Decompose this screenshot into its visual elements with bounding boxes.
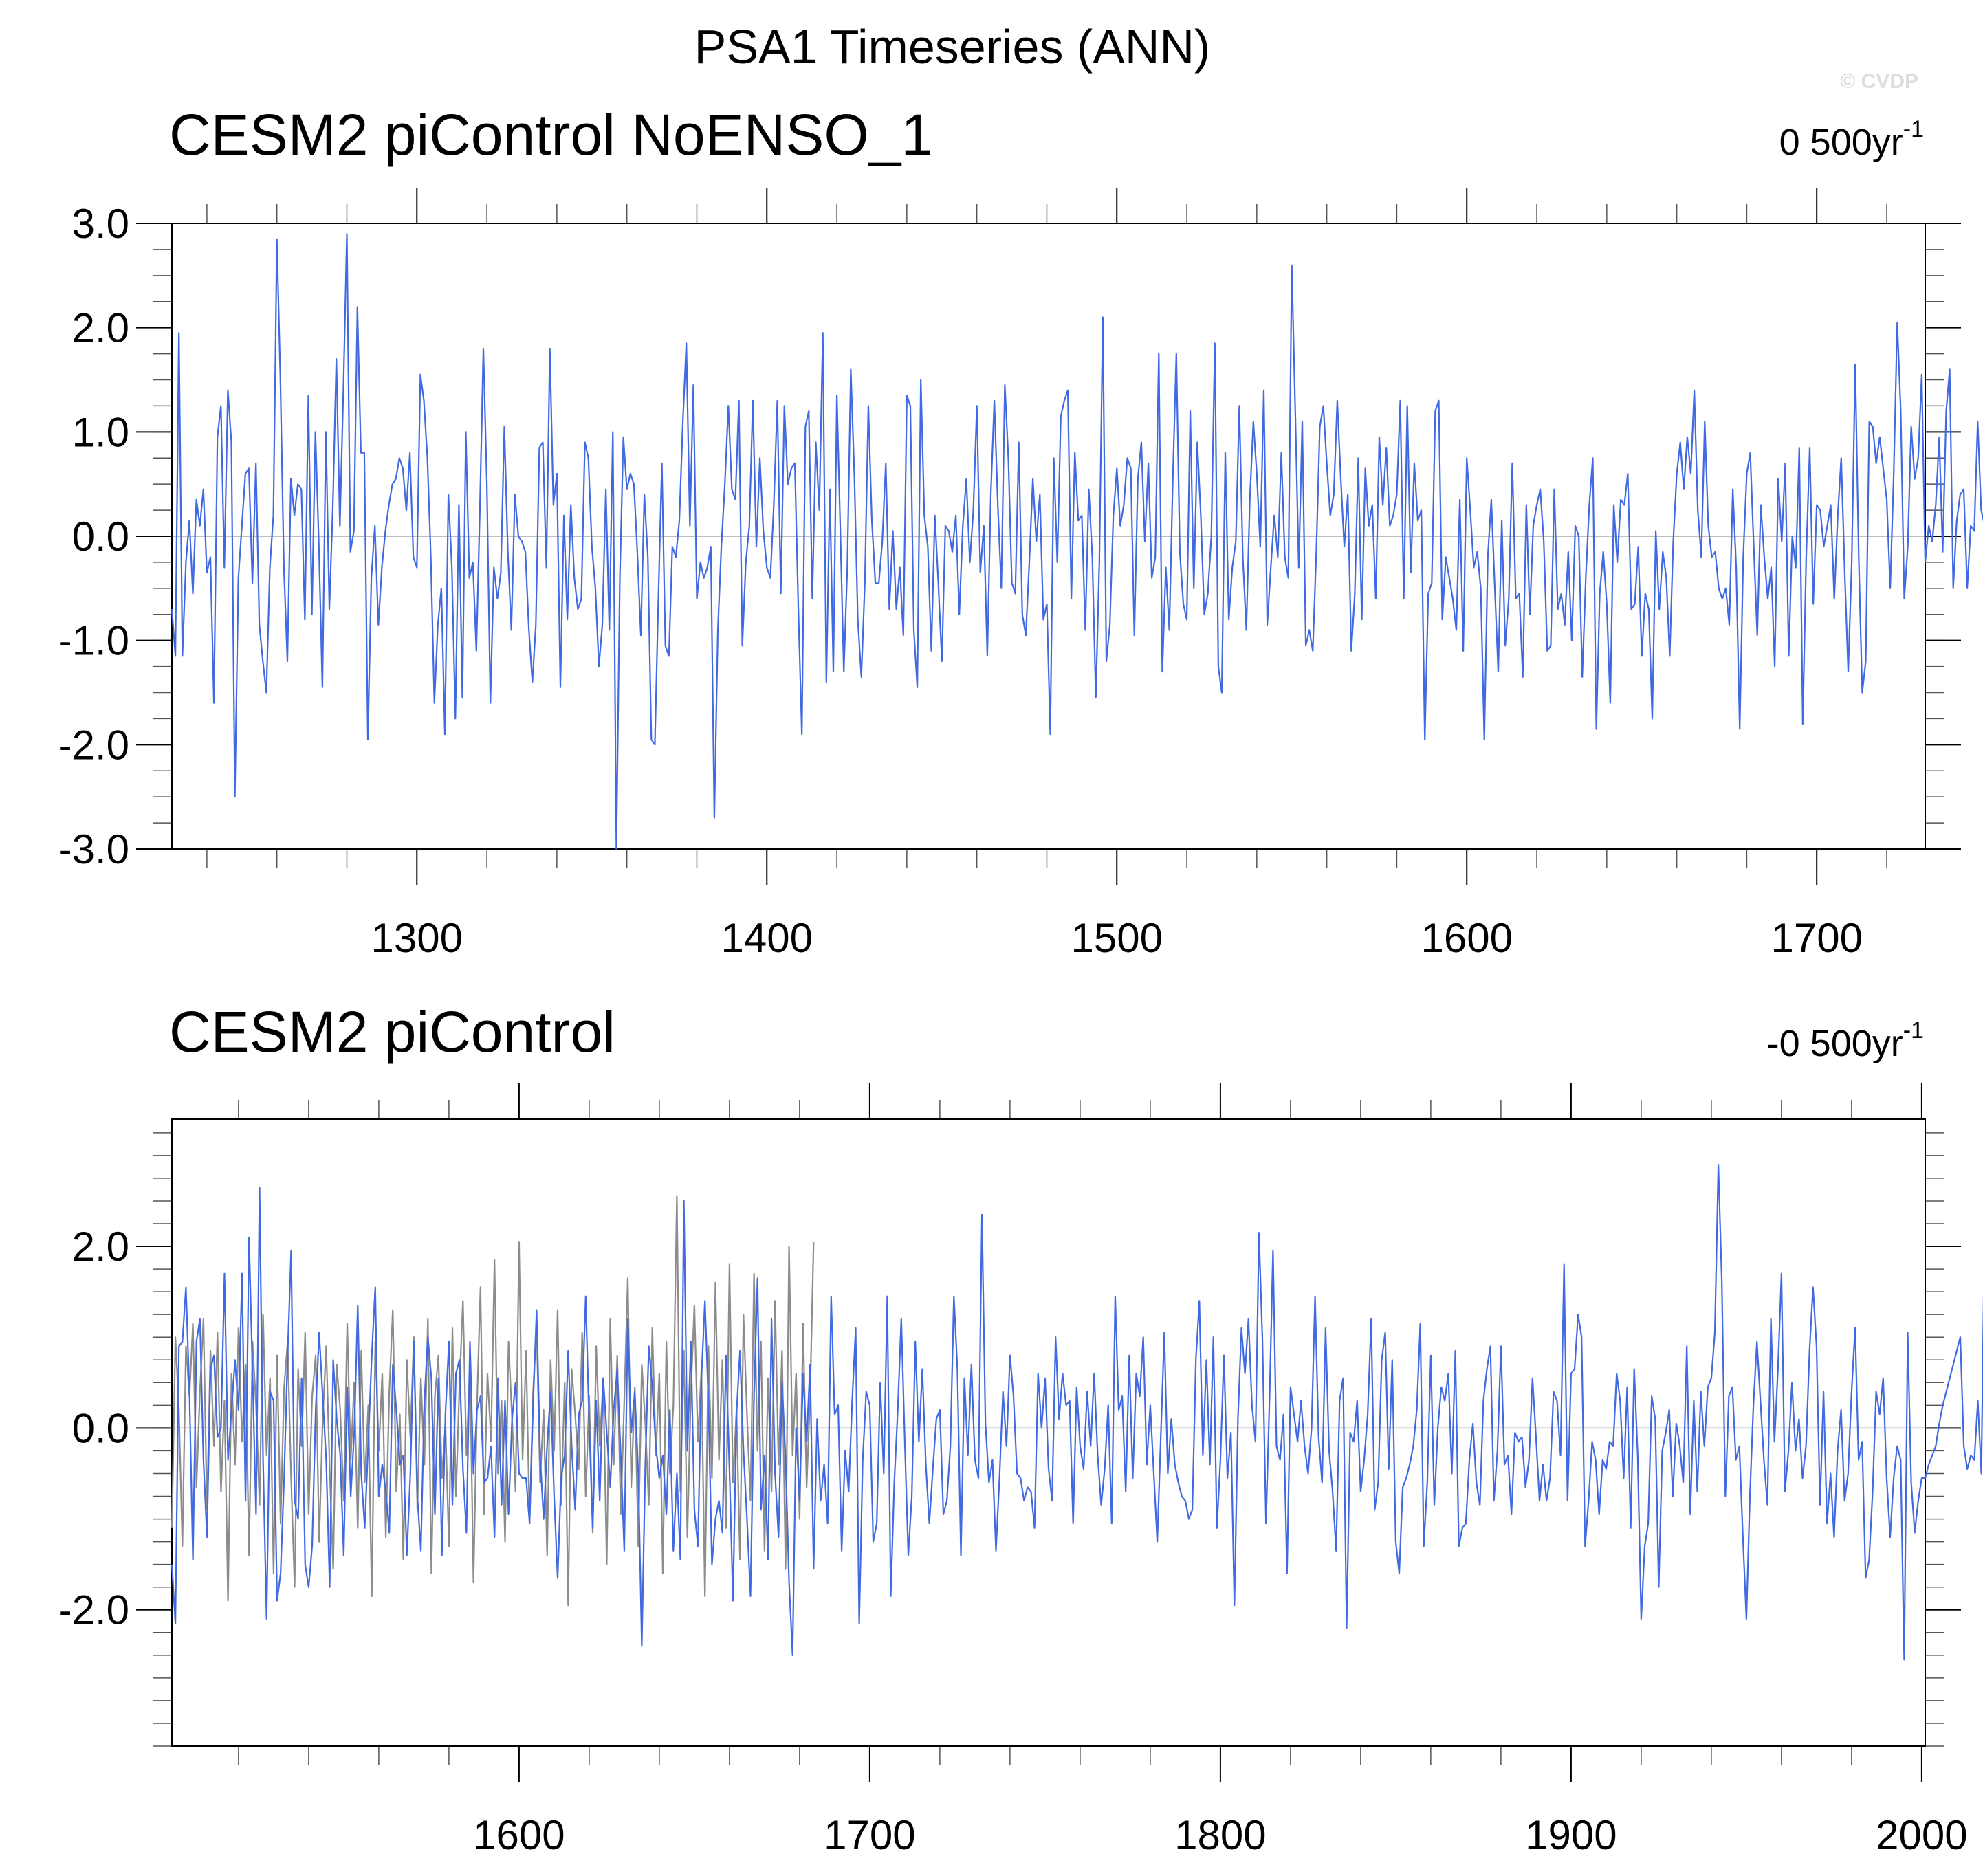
panel-top: CESM2 piControl NoENSO_1 0 500yr-1 -3.0-… bbox=[58, 102, 1983, 961]
panel-top-x-tick-label: 1300 bbox=[371, 915, 463, 961]
panel-top-title: CESM2 piControl NoENSO_1 bbox=[169, 102, 933, 167]
panel-top-series-line-0 bbox=[171, 233, 1983, 850]
panel-bottom-axes: -2.0 0.0 2.0 1600 1700 1800 1900 2000 bbox=[58, 1083, 1968, 1858]
panel-top-trend-label: 0 500yr bbox=[1779, 122, 1903, 163]
panel-top-x-tick-label: 1500 bbox=[1071, 915, 1163, 961]
panel-bottom-x-tick-label: 1900 bbox=[1525, 1812, 1617, 1858]
watermark: © CVDP bbox=[1840, 70, 1918, 93]
panel-bottom-trend: -0 500yr-1 bbox=[1767, 1017, 1924, 1064]
panel-top-y-tick-label: 0.0 bbox=[72, 514, 129, 560]
panel-bottom-x-tick-label: 2000 bbox=[1876, 1812, 1967, 1858]
panel-bottom-trend-label: -0 500yr bbox=[1767, 1023, 1903, 1064]
panel-bottom-x-tick-label: 1600 bbox=[473, 1812, 565, 1858]
panel-top-y-tick-label: 2.0 bbox=[72, 305, 129, 351]
panel-top-axes: -3.0 -2.0 -1.0 0.0 1.0 2.0 3.0 1300 1400 1500 1600… bbox=[58, 188, 1961, 961]
figure-title: PSA1 Timeseries (ANN) bbox=[694, 20, 1211, 74]
panel-bottom-lines bbox=[171, 1163, 1983, 1661]
panel-bottom-title: CESM2 piControl bbox=[169, 1000, 615, 1064]
panel-top-y-tick-label: 1.0 bbox=[72, 409, 129, 455]
panel-top-x-tick-label: 1600 bbox=[1421, 915, 1512, 961]
panel-bottom-y-tick-label: 0.0 bbox=[72, 1405, 129, 1451]
panel-top-y-tick-label: -1.0 bbox=[58, 618, 129, 664]
panel-top-x-tick-label: 1400 bbox=[721, 915, 813, 961]
panel-top-y-tick-label: 3.0 bbox=[72, 201, 129, 247]
panel-top-lines bbox=[171, 233, 1983, 850]
panel-top-trend-exp: -1 bbox=[1903, 116, 1924, 142]
panel-bottom-x-tick-label: 1800 bbox=[1174, 1812, 1266, 1858]
panel-bottom-y-tick-label: 2.0 bbox=[72, 1224, 129, 1270]
panel-bottom-series-line-1 bbox=[171, 1163, 1983, 1661]
panel-bottom-series-line-0 bbox=[171, 1195, 815, 1607]
panel-top-y-tick-label: -3.0 bbox=[58, 826, 129, 872]
panel-top-x-tick-label: 1700 bbox=[1771, 915, 1862, 961]
panel-top-y-tick-label: -2.0 bbox=[58, 722, 129, 768]
panel-bottom-trend-exp: -1 bbox=[1903, 1017, 1924, 1044]
panel-bottom-x-tick-label: 1700 bbox=[824, 1812, 915, 1858]
panel-bottom-y-tick-label: -2.0 bbox=[58, 1587, 129, 1633]
panel-top-trend: 0 500yr-1 bbox=[1779, 116, 1924, 163]
panel-bottom-frame bbox=[171, 1118, 1926, 1747]
panel-bottom: CESM2 piControl -0 500yr-1 -2.0 0.0 2.0 160… bbox=[58, 1000, 1983, 1858]
